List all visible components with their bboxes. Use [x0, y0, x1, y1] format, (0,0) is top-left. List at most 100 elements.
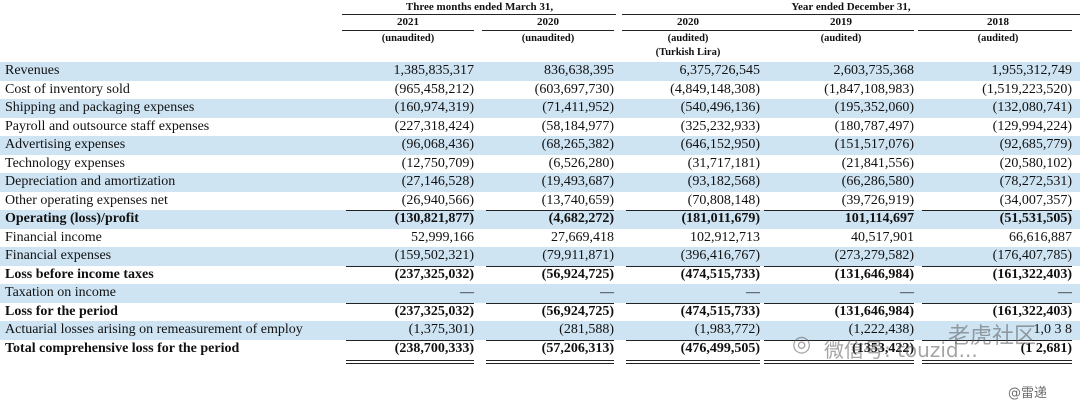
row-value: (131,646,984) — [834, 266, 914, 282]
row-value: (70,808,148) — [687, 192, 760, 208]
subtotal-rule — [346, 265, 474, 267]
column-note-1: (unaudited) — [521, 33, 575, 44]
subtotal-rule — [626, 265, 760, 267]
row-value: (31,717,181) — [687, 155, 760, 171]
row-label: Loss before income taxes — [5, 266, 154, 282]
row-value: (474,515,733) — [680, 266, 760, 282]
row-value: 66,616,887 — [1009, 229, 1072, 245]
row-value: 101,114,697 — [844, 211, 914, 226]
row-value: (181,011,679) — [681, 211, 760, 226]
double-rule — [346, 363, 474, 364]
row-value: (6,526,280) — [548, 155, 614, 171]
row-value: (965,458,212) — [394, 81, 474, 97]
row-value: — — [900, 285, 914, 300]
row-value: (129,994,224) — [992, 118, 1072, 134]
column-note-4: (audited) — [977, 33, 1019, 44]
row-value: (1,222,438) — [848, 322, 914, 337]
row-value: (396,416,767) — [680, 248, 760, 263]
subtotal-rule — [346, 210, 474, 211]
subtotal-rule — [922, 302, 1072, 304]
table-row: Operating (loss)/profit (130,821,877) (4,6… — [0, 210, 1080, 229]
row-value: (34,007,357) — [999, 192, 1072, 208]
header-three-months-underline — [342, 14, 616, 15]
subtotal-rule — [922, 339, 1072, 341]
row-value: 1,955,312,749 — [991, 63, 1073, 78]
column-note-3: (audited) — [820, 33, 862, 44]
subtotal-rule — [626, 302, 760, 304]
column-year-3: 2019 — [830, 16, 852, 28]
row-value: (56,924,725) — [541, 266, 614, 282]
subtotal-rule — [486, 265, 614, 267]
row-value: (12,750,709) — [401, 155, 474, 171]
double-rule — [764, 360, 914, 361]
row-label: Actuarial losses arising on remeasuremen… — [5, 322, 303, 337]
subtotal-rule — [764, 339, 914, 341]
row-label: Advertising expenses — [5, 137, 126, 152]
subtotal-rule — [626, 339, 760, 341]
row-value: (21,841,556) — [841, 155, 914, 171]
watermark-wechat: 微信号: touzid... — [824, 338, 978, 362]
table-row: Depreciation and amortization (27,146,528… — [0, 173, 1080, 192]
row-label: Shipping and packaging expenses — [5, 100, 195, 115]
row-value: (180,787,497) — [834, 118, 914, 134]
row-value: (13,740,659) — [541, 192, 614, 208]
subtotal-rule — [486, 302, 614, 304]
row-value: (131,646,984) — [834, 303, 914, 319]
row-label: Operating (loss)/profit — [5, 211, 139, 226]
double-rule — [486, 360, 614, 361]
header-three-months: Three months ended March 31, — [405, 1, 554, 13]
row-label: Technology expenses — [5, 155, 125, 171]
subtotal-rule — [626, 210, 760, 211]
row-value: (227,318,424) — [394, 118, 474, 134]
column-year-underline — [482, 30, 614, 31]
table-row: Financial expenses (159,502,321) (79,911,8… — [0, 247, 1080, 266]
row-value: (78,272,531) — [999, 174, 1072, 189]
table-row: Loss for the period (237,325,032) (56,924,… — [0, 303, 1080, 322]
row-value: (603,697,730) — [534, 81, 614, 97]
row-value: (51,531,505) — [999, 211, 1072, 226]
double-rule — [626, 360, 760, 361]
row-label: Revenues — [5, 63, 60, 78]
row-value: — — [1058, 285, 1072, 300]
row-value: (4,849,148,308) — [670, 81, 760, 97]
row-value: 27,669,418 — [551, 229, 614, 245]
row-value: 836,638,395 — [544, 63, 614, 78]
row-value: (71,411,952) — [542, 100, 614, 115]
row-label: Taxation on income — [5, 285, 116, 300]
row-value: (273,279,582) — [834, 248, 914, 263]
row-value: (325,232,933) — [680, 118, 760, 134]
row-label: Total comprehensive loss for the period — [5, 340, 240, 356]
column-note-2: (audited) — [667, 33, 709, 44]
row-value: (238,700,333) — [394, 340, 474, 356]
column-currency: (Turkish Lira) — [655, 47, 721, 58]
row-value: (57,206,313) — [541, 340, 614, 356]
watermark-handle: @雷递 — [1008, 386, 1048, 401]
row-value: (68,265,382) — [541, 137, 614, 152]
row-value: (151,517,076) — [834, 137, 914, 152]
row-value: (161,322,403) — [992, 266, 1072, 282]
table-row: Shipping and packaging expenses (160,974,… — [0, 99, 1080, 118]
row-value: 52,999,166 — [411, 229, 474, 245]
header-year-ended-underline — [622, 14, 1080, 15]
row-value: (26,940,566) — [401, 192, 474, 208]
row-label: Financial expenses — [5, 248, 112, 263]
row-value: (476,499,505) — [680, 340, 760, 356]
row-value: (161,322,403) — [992, 303, 1072, 319]
row-value: (93,182,568) — [687, 174, 760, 189]
row-value: (27,146,528) — [401, 174, 474, 189]
row-value: (19,493,687) — [541, 174, 614, 189]
row-value: (4,682,272) — [548, 211, 614, 226]
subtotal-rule — [922, 265, 1072, 267]
row-label: Financial income — [5, 229, 102, 245]
row-value: 1,385,835,317 — [393, 63, 475, 78]
row-value: (195,352,060) — [834, 100, 914, 115]
subtotal-rule — [486, 339, 614, 341]
row-value: (1353,422) — [852, 340, 914, 356]
row-value: (1,375,301) — [408, 322, 474, 337]
subtotal-rule — [346, 339, 474, 341]
table-row: Taxation on income — — — — — — [0, 284, 1080, 303]
row-value: (132,080,741) — [992, 100, 1072, 115]
table-row: Actuarial losses arising on remeasuremen… — [0, 321, 1080, 340]
row-value: (1,847,108,983) — [824, 81, 914, 97]
column-year-underline — [918, 30, 1072, 31]
